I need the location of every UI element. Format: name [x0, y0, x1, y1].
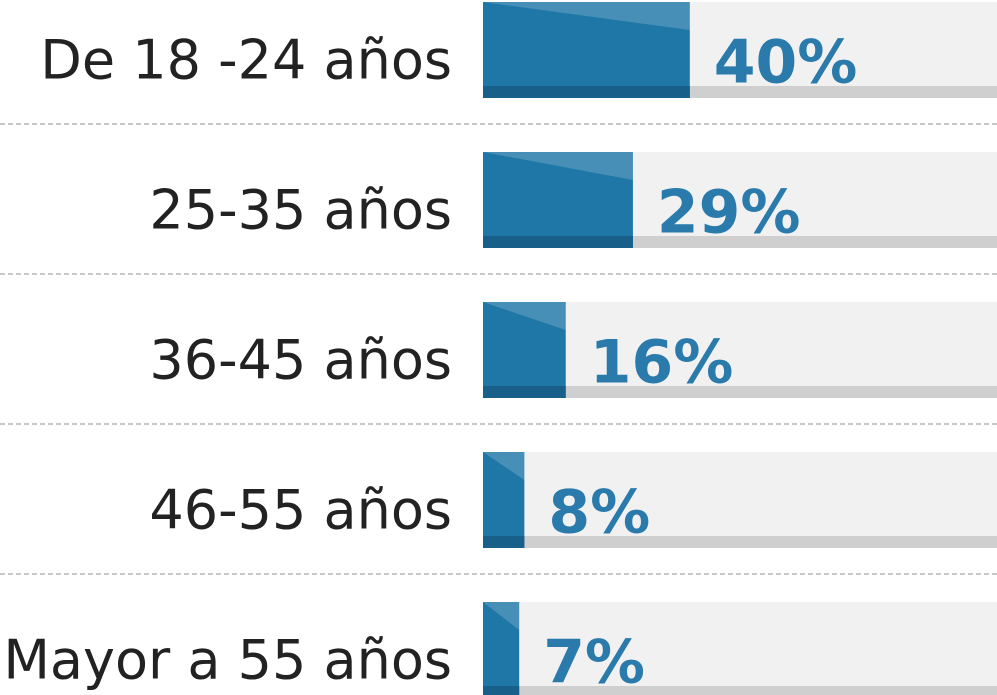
bar-shade — [483, 536, 525, 548]
bar-track — [483, 452, 997, 548]
bar-highlight — [483, 152, 633, 180]
bar-track — [483, 602, 997, 695]
value-label: 29% — [657, 178, 801, 248]
bar-shade — [483, 386, 566, 398]
bar-track — [483, 302, 997, 398]
bar-track-shade — [483, 386, 997, 398]
value-label: 8% — [548, 478, 650, 548]
bar-highlight — [483, 602, 520, 630]
bar-shade — [483, 86, 690, 98]
bar — [483, 452, 525, 548]
bar-highlight — [483, 2, 690, 30]
value-label: 16% — [590, 328, 734, 398]
bar-track-shade — [483, 686, 997, 695]
bar — [483, 152, 633, 248]
bar-track-shade — [483, 536, 997, 548]
bar-shade — [483, 236, 633, 248]
bar — [483, 602, 520, 695]
value-label: 40% — [714, 28, 858, 98]
category-label: 25-35 años — [149, 179, 452, 242]
bar — [483, 302, 566, 398]
bar-shade — [483, 686, 520, 695]
category-label: 36-45 años — [149, 329, 452, 392]
bar-highlight — [483, 302, 566, 330]
category-label: De 18 -24 años — [40, 29, 452, 92]
value-label: 7% — [543, 628, 645, 695]
category-label: 46-55 años — [149, 479, 452, 542]
bar-highlight — [483, 452, 525, 480]
category-label: Mayor a 55 años — [3, 629, 452, 692]
bar — [483, 2, 690, 98]
